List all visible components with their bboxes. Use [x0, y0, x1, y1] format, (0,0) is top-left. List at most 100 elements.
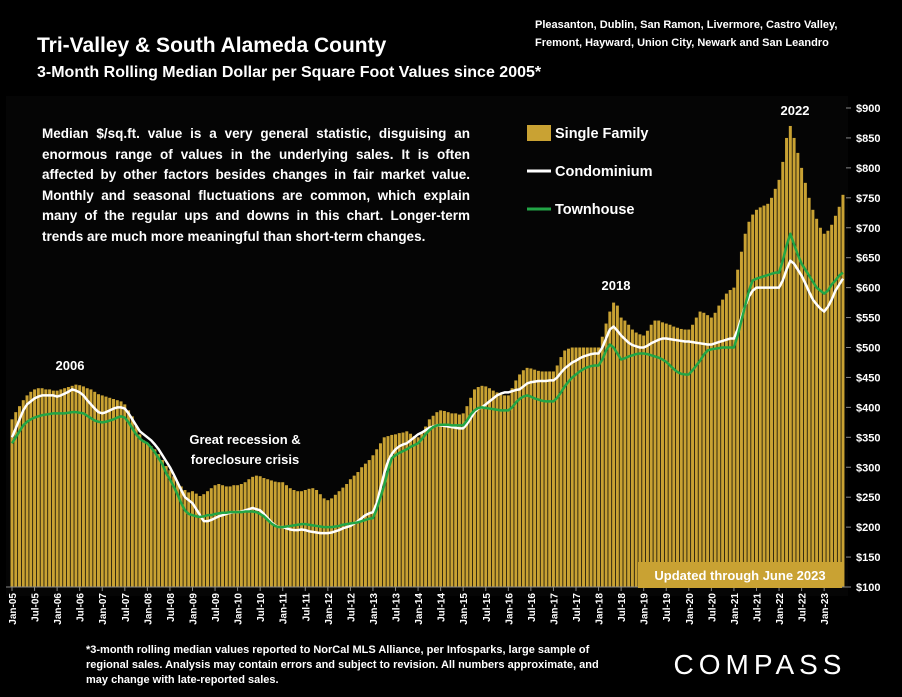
x-tick-label: Jul-21: [752, 593, 763, 622]
x-tick-label: Jan-20: [685, 593, 696, 625]
y-tick-label: $450: [856, 372, 880, 384]
bar: [164, 466, 168, 587]
x-tick-label: Jul-14: [437, 593, 448, 622]
bar: [529, 368, 533, 587]
bar: [672, 326, 676, 587]
bar: [518, 374, 522, 587]
bar: [623, 320, 627, 587]
y-tick-label: $100: [856, 582, 880, 594]
bar: [754, 209, 758, 587]
bar: [81, 386, 85, 587]
bar: [130, 416, 134, 587]
bar: [676, 327, 680, 587]
bar: [78, 385, 82, 587]
bar: [145, 443, 149, 587]
bar: [221, 485, 225, 587]
bar: [375, 449, 379, 587]
bar: [224, 486, 228, 587]
x-tick-label: Jul-22: [798, 593, 809, 622]
y-tick-label: $150: [856, 552, 880, 564]
x-tick-label: Jul-08: [166, 593, 177, 622]
bar: [168, 470, 172, 587]
bar: [202, 494, 206, 587]
bar: [739, 251, 743, 587]
bar: [44, 389, 48, 587]
bar: [743, 233, 747, 588]
bar: [439, 410, 443, 587]
bar: [555, 365, 559, 587]
footnote: regional sales. Analysis may contain err…: [86, 659, 599, 671]
bar: [412, 436, 416, 587]
bar: [123, 404, 127, 587]
annotation: 2022: [781, 103, 810, 118]
bar: [66, 387, 70, 587]
bar: [390, 434, 394, 587]
bar: [484, 386, 488, 587]
bar: [642, 335, 646, 587]
x-tick-label: Jan-05: [8, 593, 19, 625]
bar: [142, 440, 146, 587]
bar: [634, 332, 638, 587]
bar: [409, 433, 413, 587]
bar: [506, 395, 510, 587]
bar: [476, 387, 480, 587]
legend-label: Condominium: [555, 164, 652, 180]
bar: [397, 433, 401, 587]
bar: [788, 125, 792, 588]
bar: [239, 484, 243, 587]
annotation: foreclosure crisis: [191, 452, 299, 467]
bar: [525, 367, 529, 587]
bar: [89, 389, 93, 587]
x-tick-label: Jan-17: [549, 593, 560, 625]
x-tick-label: Jul-11: [301, 593, 312, 622]
line: [10, 232, 844, 529]
bar: [785, 137, 789, 587]
x-tick-label: Jan-18: [595, 593, 606, 625]
updated-box: [638, 562, 842, 588]
y-tick-label: $500: [856, 343, 880, 355]
bar: [758, 207, 762, 587]
bar: [574, 347, 578, 587]
bar: [127, 410, 131, 587]
annotation: 2006: [56, 358, 85, 373]
bar: [273, 481, 277, 587]
bar: [698, 311, 702, 587]
bar: [420, 432, 424, 587]
bar: [773, 188, 777, 588]
bar: [394, 434, 398, 587]
bar: [548, 371, 552, 587]
chart-subtitle: 3-Month Rolling Median Dollar per Square…: [37, 64, 542, 81]
region-line: Pleasanton, Dublin, San Ramon, Livermore…: [535, 19, 837, 31]
bar: [198, 495, 202, 587]
bar: [796, 152, 800, 587]
bar: [815, 218, 819, 588]
bar: [36, 388, 40, 587]
bar: [247, 479, 251, 587]
bar: [360, 467, 364, 587]
bar: [495, 392, 499, 587]
bar: [465, 406, 469, 587]
y-tick-label: $400: [856, 402, 880, 414]
bar: [337, 491, 341, 587]
bar: [149, 446, 153, 587]
footnote: may change with late-reported sales.: [86, 674, 279, 686]
y-tick-label: $600: [856, 283, 880, 295]
bar: [51, 390, 55, 587]
bar: [348, 479, 352, 587]
x-tick-label: Jan-07: [98, 593, 109, 625]
bar: [318, 494, 322, 587]
bar: [21, 400, 25, 587]
bar: [612, 302, 616, 587]
bar: [405, 431, 409, 587]
x-tick-label: Jan-10: [234, 593, 245, 625]
x-tick-label: Jan-22: [775, 593, 786, 625]
bar: [175, 482, 179, 587]
bar: [254, 475, 258, 587]
bar: [190, 491, 194, 587]
bar: [837, 206, 841, 587]
bar: [326, 500, 330, 587]
bar: [503, 395, 507, 587]
bar: [378, 443, 382, 587]
x-tick-label: Jul-07: [121, 593, 132, 622]
